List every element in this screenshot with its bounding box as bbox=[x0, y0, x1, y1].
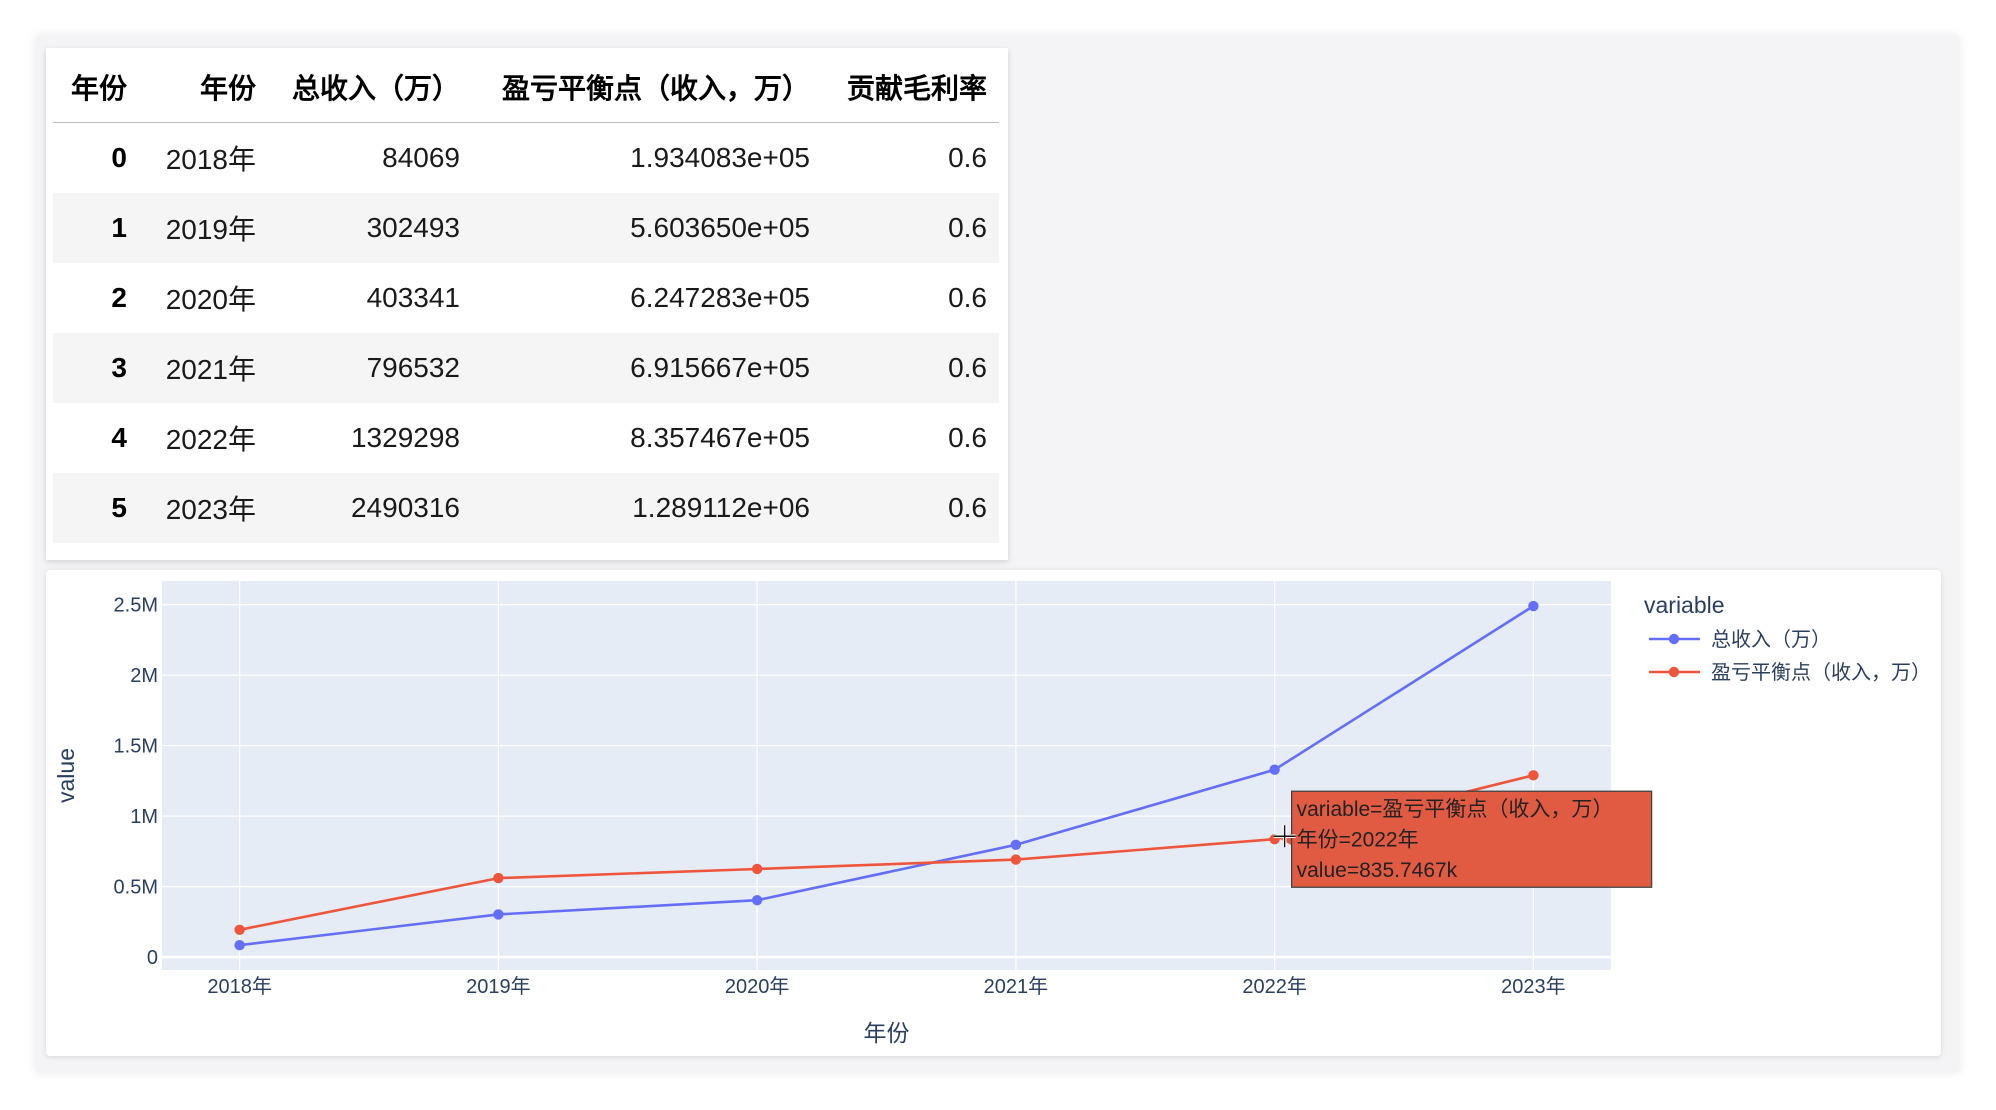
legend-item[interactable]: 盈亏平衡点（收入，万） bbox=[1649, 661, 1931, 684]
column-header-total-income: 总收入（万） bbox=[268, 52, 472, 123]
total-income-series[interactable] bbox=[234, 600, 1539, 951]
data-point[interactable] bbox=[1010, 839, 1022, 850]
table-row: 2 2020年 403341 6.247283e+05 0.6 bbox=[53, 263, 999, 333]
data-point[interactable] bbox=[751, 894, 763, 906]
data-point[interactable] bbox=[1269, 764, 1280, 775]
total-income-cell: 2490316 bbox=[350, 492, 460, 523]
data-point[interactable] bbox=[751, 863, 763, 875]
margin-rate-cell: 0.6 bbox=[948, 352, 987, 383]
legend-marker bbox=[1668, 666, 1680, 678]
total-income-cell: 302493 bbox=[366, 212, 460, 243]
margin-rate-cell: 0.6 bbox=[948, 282, 987, 313]
tooltip-line: variable=盈亏平衡点（收入，万） bbox=[1297, 798, 1614, 821]
dataframe-table: 年份 年份 总收入（万） 盈亏平衡点（收入，万） 贡献毛利率 0 2018年 8… bbox=[53, 52, 999, 543]
column-header-breakeven: 盈亏平衡点（收入，万） bbox=[472, 52, 822, 123]
x-tick-label: 2020年 bbox=[725, 975, 790, 998]
margin-rate-cell: 0.6 bbox=[948, 142, 987, 173]
index-header: 年份 bbox=[53, 52, 139, 123]
row-index: 5 bbox=[111, 492, 127, 523]
data-point[interactable] bbox=[493, 872, 504, 884]
dataframe-output: 年份 年份 总收入（万） 盈亏平衡点（收入，万） 贡献毛利率 0 2018年 8… bbox=[46, 48, 1008, 560]
year-cell: 2018年 bbox=[165, 144, 256, 175]
x-tick-label: 2022年 bbox=[1242, 975, 1307, 998]
data-point[interactable] bbox=[493, 909, 504, 920]
row-index: 1 bbox=[111, 212, 127, 243]
row-index: 2 bbox=[111, 282, 127, 313]
table-row: 4 2022年 1329298 8.357467e+05 0.6 bbox=[53, 403, 999, 473]
series-line[interactable] bbox=[239, 604, 1535, 947]
table-header-row: 年份 年份 总收入（万） 盈亏平衡点（收入，万） 贡献毛利率 bbox=[53, 52, 999, 123]
breakeven-cell: 8.357467e+05 bbox=[630, 422, 810, 453]
y-tick-label: 2M bbox=[130, 665, 158, 687]
legend-title: variable bbox=[1644, 592, 1725, 618]
table-row: 5 2023年 2490316 1.289112e+06 0.6 bbox=[53, 473, 999, 543]
plotly-chart-output[interactable]: 0 0.5M 1M 1.5M 2M 2.5M 2018年 2019年 2020年 2021年 202… bbox=[46, 570, 1941, 1056]
x-tick-label: 2019年 bbox=[466, 975, 531, 998]
table-row: 0 2018年 84069 1.934083e+05 0.6 bbox=[53, 123, 999, 194]
legend-label: 盈亏平衡点（收入，万） bbox=[1711, 661, 1931, 684]
table-row: 3 2021年 796532 6.915667e+05 0.6 bbox=[53, 333, 999, 403]
year-cell: 2023年 bbox=[165, 494, 256, 525]
tooltip-line: value=835.7467k bbox=[1297, 859, 1458, 882]
y-tick-label: 0.5M bbox=[114, 877, 158, 899]
data-point[interactable] bbox=[1528, 770, 1539, 781]
breakeven-cell: 1.289112e+06 bbox=[632, 492, 810, 523]
row-index: 3 bbox=[111, 352, 127, 383]
breakeven-cell: 5.603650e+05 bbox=[630, 212, 810, 243]
x-tick-label: 2021年 bbox=[984, 975, 1049, 998]
legend-label: 总收入（万） bbox=[1711, 628, 1831, 651]
breakeven-cell: 6.915667e+05 bbox=[630, 352, 810, 383]
hover-tooltip: variable=盈亏平衡点（收入，万） 年份=2022年 value=835.74… bbox=[1280, 790, 1653, 888]
line-chart[interactable]: 0 0.5M 1M 1.5M 2M 2.5M 2018年 2019年 2020年 2021年 202… bbox=[46, 570, 1941, 1056]
x-axis-title: 年份 bbox=[864, 1020, 910, 1046]
x-tick-label: 2018年 bbox=[207, 975, 272, 998]
margin-rate-cell: 0.6 bbox=[948, 422, 987, 453]
margin-rate-cell: 0.6 bbox=[948, 492, 987, 523]
row-index: 0 bbox=[111, 142, 127, 173]
x-tick-label: 2023年 bbox=[1501, 975, 1566, 998]
y-axis-title: value bbox=[53, 748, 79, 803]
total-income-cell: 403341 bbox=[366, 282, 460, 313]
year-cell: 2022年 bbox=[165, 424, 256, 455]
tooltip-line: 年份=2022年 bbox=[1297, 829, 1419, 852]
total-income-cell: 796532 bbox=[366, 352, 460, 383]
data-point[interactable] bbox=[234, 924, 245, 935]
total-income-cell: 84069 bbox=[382, 142, 460, 173]
data-point[interactable] bbox=[1010, 854, 1022, 865]
data-point[interactable] bbox=[1528, 600, 1539, 612]
y-tick-label: 2.5M bbox=[114, 595, 158, 617]
data-point[interactable] bbox=[234, 939, 245, 951]
breakeven-cell: 1.934083e+05 bbox=[630, 142, 810, 173]
year-cell: 2020年 bbox=[165, 284, 256, 315]
legend-item[interactable]: 总收入（万） bbox=[1649, 628, 1831, 651]
total-income-cell: 1329298 bbox=[350, 422, 460, 453]
plot-area[interactable] bbox=[162, 581, 1611, 970]
tooltip-box bbox=[1290, 790, 1653, 888]
breakeven-cell: 6.247283e+05 bbox=[630, 282, 810, 313]
row-index: 4 bbox=[111, 422, 127, 453]
column-header-margin-rate: 贡献毛利率 bbox=[822, 52, 999, 123]
crosshair-cursor bbox=[1273, 825, 1296, 848]
legend-marker bbox=[1668, 633, 1680, 645]
margin-rate-cell: 0.6 bbox=[948, 212, 987, 243]
column-header-year: 年份 bbox=[139, 52, 268, 123]
y-tick-label: 1M bbox=[130, 806, 158, 828]
year-cell: 2021年 bbox=[165, 354, 256, 385]
y-tick-label: 0 bbox=[147, 947, 158, 969]
table-row: 1 2019年 302493 5.603650e+05 0.6 bbox=[53, 193, 999, 263]
year-cell: 2019年 bbox=[165, 214, 256, 245]
legend: variable 总收入（万） 盈亏平衡点（收入，万） bbox=[1644, 592, 1931, 684]
y-tick-label: 1.5M bbox=[114, 736, 158, 758]
